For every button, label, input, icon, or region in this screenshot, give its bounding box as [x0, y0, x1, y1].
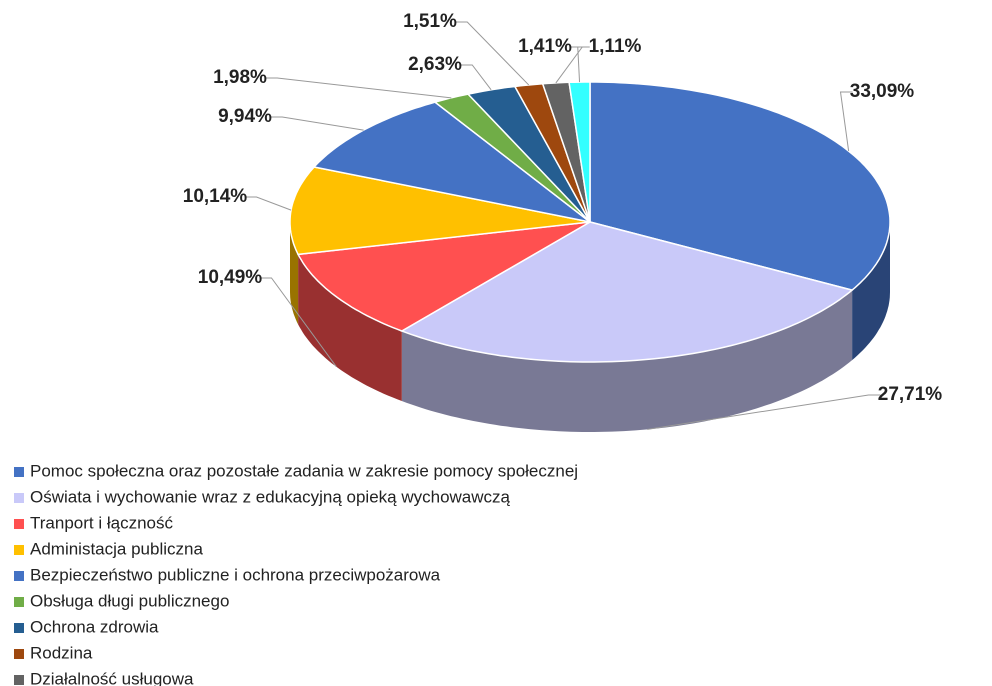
- data-label: 2,63%: [408, 54, 462, 75]
- data-label: 9,94%: [218, 106, 272, 127]
- data-label: 1,98%: [213, 67, 267, 88]
- leader-line: [265, 77, 452, 99]
- slice: [541, 81, 591, 223]
- legend-swatch: [14, 623, 24, 633]
- legend-label: Działalność usługowa: [30, 669, 194, 686]
- legend-swatch: [14, 675, 24, 685]
- slice: [589, 81, 891, 291]
- legend-swatch: [14, 597, 24, 607]
- legend-label: Administacja publiczna: [30, 539, 203, 558]
- slice: [296, 221, 591, 332]
- leader-line: [244, 196, 292, 211]
- legend-label: Oświata i wychowanie wraz z edukacyjną o…: [30, 487, 511, 506]
- leader-line: [270, 116, 364, 131]
- leader-line: [460, 64, 492, 91]
- data-label: 1,11%: [589, 36, 642, 57]
- legend-swatch: [14, 467, 24, 477]
- leader-line: [839, 91, 853, 152]
- slice-side: [290, 222, 299, 325]
- data-label: 33,09%: [850, 81, 915, 102]
- data-label: 1,51%: [403, 11, 457, 32]
- legend-swatch: [14, 571, 24, 581]
- legend-label: Ochrona zdrowia: [30, 617, 159, 636]
- legend-label: Tranport i łączność: [30, 513, 173, 532]
- legend-label: Bezpieczeństwo publiczne i ochrona przec…: [30, 565, 441, 584]
- data-label: 27,71%: [878, 384, 943, 405]
- data-label: 1,41%: [518, 36, 572, 57]
- slice-side: [298, 254, 402, 401]
- legend-label: Pomoc społeczna oraz pozostałe zadania w…: [30, 461, 578, 480]
- legend-label: Rodzina: [30, 643, 93, 662]
- leader-line: [455, 21, 530, 86]
- data-label: 10,14%: [183, 186, 248, 207]
- legend-swatch: [14, 545, 24, 555]
- leader-line: [577, 46, 590, 83]
- legend-label: Obsługa długi publicznego: [30, 591, 229, 610]
- leader-line: [259, 277, 337, 368]
- legend-swatch: [14, 493, 24, 503]
- slice-side: [852, 222, 890, 361]
- legend-swatch: [14, 519, 24, 529]
- data-label: 10,49%: [198, 267, 263, 288]
- leader-line: [647, 394, 881, 430]
- slice: [289, 166, 591, 256]
- legend-swatch: [14, 649, 24, 659]
- slice: [400, 221, 854, 363]
- slice: [568, 81, 591, 223]
